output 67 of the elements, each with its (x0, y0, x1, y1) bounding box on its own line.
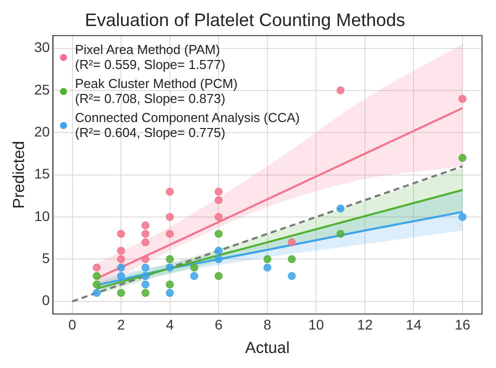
point (92, 288, 101, 297)
point (166, 288, 174, 297)
point (214, 188, 223, 196)
point (458, 94, 466, 103)
point (166, 255, 174, 264)
point (141, 288, 150, 297)
point (117, 230, 126, 238)
x-tick-label: 10 (308, 316, 324, 332)
y-tick-label: 20 (34, 123, 50, 140)
point (92, 280, 101, 288)
x-tick-label: 0 (68, 316, 76, 332)
point (141, 221, 150, 230)
y-tick-label: 30 (34, 39, 50, 56)
y-tick-label: 10 (34, 208, 50, 224)
point (166, 230, 174, 238)
point (92, 272, 101, 280)
legend-label: Peak Cluster Method (PCM) (R²= 0.708, Slope= 0.873) (75, 76, 238, 106)
point (288, 272, 296, 280)
point (458, 212, 466, 221)
point (141, 238, 150, 246)
point (263, 264, 272, 272)
y-tick-label: 5 (42, 250, 50, 266)
point (336, 230, 345, 238)
point (141, 280, 150, 288)
x-tick-label: 14 (406, 316, 422, 332)
legend-label: Connected Component Analysis (CCA) (R²= 0.604, Slope= 0.775) (75, 110, 300, 140)
x-tick-label: 6 (214, 316, 223, 332)
point (214, 230, 223, 238)
point (336, 204, 345, 213)
point (190, 264, 198, 272)
x-tick-label: 8 (263, 316, 272, 332)
point (288, 238, 296, 246)
y-tick-label: 0 (42, 292, 50, 308)
point (166, 264, 174, 272)
point (166, 212, 174, 221)
legend-label: Pixel Area Method (PAM) (R²= 0.559, Slope= 1.577) (75, 42, 226, 72)
point (141, 230, 150, 238)
point (336, 86, 345, 94)
y-axis-title: Predicted (11, 141, 28, 209)
point (263, 255, 272, 264)
y-tick-label: 15 (34, 166, 50, 182)
point (458, 154, 466, 162)
point (166, 188, 174, 196)
point (166, 280, 174, 288)
x-tick-label: 12 (357, 316, 373, 332)
x-tick-label: 4 (166, 316, 174, 332)
point (117, 255, 126, 264)
point (141, 255, 150, 264)
point (117, 288, 126, 297)
point (117, 264, 126, 272)
point (190, 272, 198, 280)
point (117, 272, 126, 280)
point (214, 212, 223, 221)
x-tick-label: 2 (117, 316, 126, 332)
point (214, 246, 223, 255)
point (117, 246, 126, 255)
x-tick-label: 16 (454, 316, 470, 332)
point (141, 272, 150, 280)
chart-title: Evaluation of Platelet Counting Methods (84, 10, 406, 30)
point (214, 255, 223, 264)
point (92, 264, 101, 272)
y-tick-label: 25 (34, 81, 50, 98)
point (141, 264, 150, 272)
point (214, 196, 223, 204)
point (288, 255, 296, 264)
point (214, 272, 223, 280)
x-axis-title: Actual (245, 340, 290, 357)
